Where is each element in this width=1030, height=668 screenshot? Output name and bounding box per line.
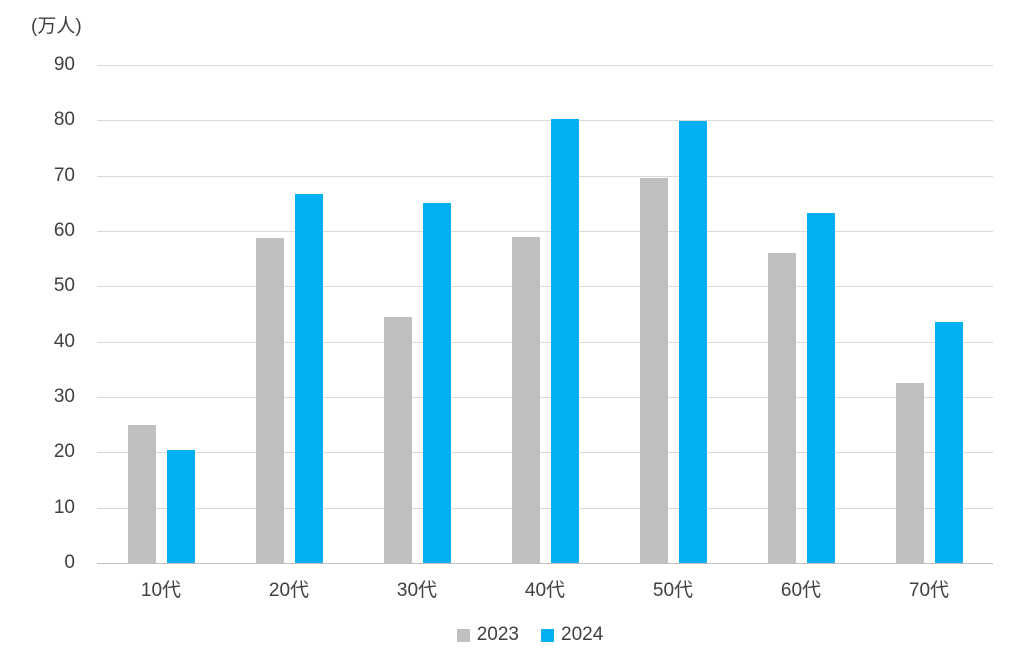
- bar-2024-20代: [294, 193, 323, 563]
- bar-2024-30代: [422, 203, 451, 563]
- bar-2024-60代: [806, 212, 835, 563]
- bar-2023-70代: [895, 383, 924, 563]
- bar-2023-10代: [127, 424, 156, 563]
- gridline-70: [97, 175, 993, 177]
- y-tick-label-20: 20: [53, 441, 75, 463]
- x-tick-label-20代: 20代: [268, 580, 310, 601]
- y-tick-label-80: 80: [53, 109, 75, 131]
- y-axis-unit-label: (万人): [31, 16, 82, 37]
- bar-2023-30代: [383, 316, 412, 563]
- legend-label: 2024: [561, 624, 604, 645]
- bar-2024-40代: [550, 118, 579, 563]
- x-tick-label-40代: 40代: [524, 580, 566, 601]
- x-axis-line: [97, 563, 993, 564]
- bar-2024-70代: [934, 322, 963, 563]
- gridline-80: [97, 120, 993, 122]
- legend-label: 2023: [476, 624, 519, 645]
- legend-item-2023: 2023: [456, 624, 519, 646]
- bar-2023-40代: [511, 236, 540, 563]
- y-tick-label-0: 0: [64, 552, 75, 573]
- y-tick-label-70: 70: [53, 164, 75, 186]
- x-tick-label-10代: 10代: [140, 580, 182, 601]
- legend-swatch-icon: [456, 628, 470, 642]
- x-tick-label-50代: 50代: [652, 580, 694, 601]
- legend-item-2024: 2024: [541, 624, 603, 646]
- gridline-60: [97, 231, 993, 232]
- bar-2023-20代: [255, 237, 284, 563]
- legend-swatch-icon: [541, 628, 554, 642]
- bar-2024-10代: [166, 450, 195, 563]
- y-tick-label-50: 50: [53, 275, 75, 297]
- legend: 2023 2024: [15, 624, 1030, 646]
- y-tick-label-90: 90: [53, 54, 75, 75]
- x-tick-label-70代: 70代: [908, 580, 950, 601]
- gridline-20: [97, 452, 993, 454]
- y-tick-label-60: 60: [53, 220, 75, 241]
- gridline-10: [97, 507, 993, 509]
- bar-2023-60代: [767, 253, 796, 563]
- y-tick-label-40: 40: [53, 330, 75, 352]
- gridline-30: [97, 397, 993, 398]
- bar-2023-50代: [639, 178, 668, 563]
- x-tick-label-60代: 60代: [780, 580, 822, 601]
- gridline-90: [97, 65, 993, 66]
- gridline-40: [97, 341, 993, 343]
- bar-2024-50代: [678, 121, 707, 563]
- y-tick-label-10: 10: [53, 496, 75, 518]
- gridline-50: [97, 286, 993, 288]
- x-tick-label-30代: 30代: [396, 580, 438, 601]
- y-tick-label-30: 30: [53, 386, 75, 407]
